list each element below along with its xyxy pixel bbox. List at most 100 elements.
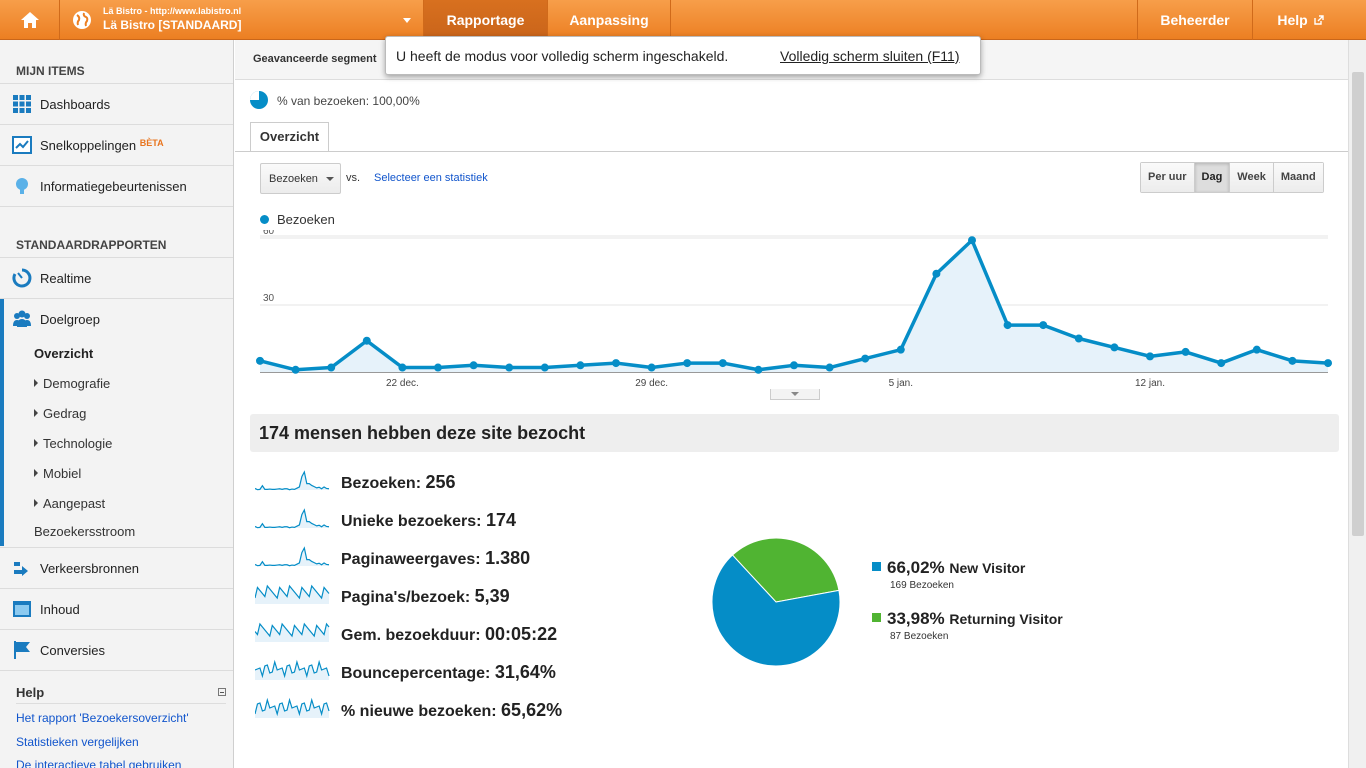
home-button[interactable]	[0, 0, 60, 40]
area-fill	[260, 240, 1328, 372]
data-point[interactable]	[1074, 334, 1083, 343]
data-point[interactable]	[1288, 356, 1297, 365]
sidebar-sub-technologie[interactable]: Technologie	[34, 436, 112, 451]
sparkline-area	[255, 700, 329, 718]
sparkline[interactable]	[255, 696, 331, 722]
data-point[interactable]	[790, 361, 798, 370]
period-per-uur[interactable]: Per uur	[1141, 163, 1195, 192]
sidebar-sub-mobiel[interactable]: Mobiel	[34, 466, 81, 481]
data-point[interactable]	[647, 363, 656, 372]
pie-slice[interactable]	[731, 537, 840, 603]
help-link[interactable]: Help	[1253, 0, 1348, 40]
sidebar-item-inhoud[interactable]: Inhoud	[0, 588, 233, 629]
sidebar-sub-overzicht[interactable]: Overzicht	[34, 346, 94, 361]
data-point[interactable]	[932, 269, 941, 278]
tab-aanpassing[interactable]: Aanpassing	[569, 12, 649, 28]
data-point[interactable]	[540, 363, 549, 372]
exit-fullscreen-link[interactable]: Volledig scherm sluiten (F11)	[780, 48, 960, 64]
data-point[interactable]	[291, 365, 300, 374]
data-point[interactable]	[1039, 321, 1048, 330]
sidebar-item-snelkoppelingen[interactable]: Snelkoppelingen BÈTA	[0, 124, 233, 165]
pie-visits: 169 Bezoeken	[890, 580, 954, 591]
sidebar-item-verkeersbronnen[interactable]: Verkeersbronnen	[0, 547, 233, 588]
sidebar-item-informatiegebeurtenissen[interactable]: Informatiegebeurtenissen	[0, 165, 233, 206]
sidebar-item-dashboards[interactable]: Dashboards	[0, 83, 233, 124]
data-point[interactable]	[398, 363, 407, 372]
pie-slice[interactable]	[711, 554, 841, 667]
data-point[interactable]	[968, 236, 976, 245]
data-point[interactable]	[1181, 347, 1190, 356]
scrollbar-thumb[interactable]	[1352, 72, 1364, 536]
advanced-segments-button[interactable]: Geavanceerde segment	[253, 53, 377, 65]
data-point[interactable]	[1324, 359, 1332, 368]
sparkline-line	[255, 584, 330, 600]
account-selector[interactable]: Lä Bistro - http://www.labistro.nl Lä Bi…	[60, 0, 424, 40]
period-week[interactable]: Week	[1230, 163, 1274, 192]
data-point[interactable]	[861, 354, 870, 363]
sidebar-item-label: Doelgroep	[40, 312, 100, 327]
data-point[interactable]	[1252, 345, 1261, 354]
metric-name: Pagina's/bezoek:	[341, 589, 475, 606]
x-tick-label: 29 dec.	[635, 378, 668, 389]
help-link-tabel[interactable]: De interactieve tabel gebruiken	[16, 758, 182, 768]
data-point[interactable]	[825, 363, 834, 372]
tab-rapportage[interactable]: Rapportage	[424, 0, 547, 40]
top-bar: Lä Bistro - http://www.labistro.nl Lä Bi…	[0, 0, 1366, 40]
data-point[interactable]	[469, 361, 478, 370]
data-point[interactable]	[505, 363, 514, 372]
sidebar-item-realtime[interactable]: Realtime	[0, 257, 233, 298]
sidebar-item-doelgroep[interactable]: Doelgroep	[0, 298, 233, 339]
collapse-help-icon[interactable]	[218, 688, 226, 696]
data-point[interactable]	[896, 345, 905, 354]
period-dag[interactable]: Dag	[1194, 163, 1231, 192]
sparkline[interactable]	[255, 658, 331, 684]
sparkline[interactable]	[255, 506, 331, 532]
visits-line-chart[interactable]: 30 60 22 dec. 29 dec. 5 jan. 12 jan.	[235, 230, 1348, 400]
beheerder-link[interactable]: Beheerder	[1160, 12, 1230, 28]
percent-visits-label: % van bezoeken: 100,00%	[277, 94, 420, 108]
data-point[interactable]	[1217, 359, 1226, 368]
data-point[interactable]	[327, 363, 336, 372]
pie-series-name: Returning Visitor	[949, 611, 1063, 627]
sparkline[interactable]	[255, 620, 331, 646]
sidebar-item-conversies[interactable]: Conversies	[0, 629, 233, 670]
data-point[interactable]	[754, 365, 763, 374]
sidebar-sub-gedrag[interactable]: Gedrag	[34, 406, 86, 421]
data-point[interactable]	[434, 363, 442, 372]
tab-overzicht[interactable]: Overzicht	[250, 122, 329, 152]
metric-name: Unieke bezoekers:	[341, 513, 486, 530]
scrollbar[interactable]	[1348, 40, 1366, 768]
snelkoppelingen-label: Snelkoppelingen	[40, 138, 137, 153]
sidebar-item-label: Verkeersbronnen	[40, 561, 140, 576]
collapse-chart-button[interactable]	[770, 389, 820, 400]
data-point[interactable]	[718, 359, 727, 368]
data-point[interactable]	[1110, 343, 1119, 352]
sidebar-sub-bezoekersstroom[interactable]: Bezoekersstroom	[34, 524, 136, 539]
help-link-vergelijken[interactable]: Statistieken vergelijken	[16, 735, 139, 749]
pie-visits: 87 Bezoeken	[890, 631, 949, 642]
help-link-rapport[interactable]: Het rapport 'Bezoekersoverzicht'	[16, 711, 189, 725]
data-point[interactable]	[612, 359, 620, 368]
metric-value: 65,62%	[501, 700, 563, 720]
sparkline-area	[255, 586, 329, 604]
sub-label: Technologie	[43, 436, 113, 451]
data-point[interactable]	[256, 356, 264, 365]
select-statistic-link[interactable]: Selecteer een statistiek	[374, 172, 488, 184]
sparkline[interactable]	[255, 582, 331, 608]
data-point[interactable]	[362, 336, 371, 345]
data-point[interactable]	[1146, 352, 1154, 361]
sparkline[interactable]	[255, 468, 331, 494]
data-point[interactable]	[1003, 321, 1012, 330]
metric-label: Gem. bezoekduur: 00:05:22	[341, 624, 557, 645]
sidebar-sub-demografie[interactable]: Demografie	[34, 376, 110, 391]
sidebar-item-label: Dashboards	[40, 97, 111, 112]
metric-dropdown[interactable]: Bezoeken	[260, 163, 341, 194]
summary-title: 174 mensen hebben deze site bezocht	[259, 423, 586, 443]
data-point[interactable]	[683, 359, 692, 368]
sparkline[interactable]	[255, 544, 331, 570]
period-maand[interactable]: Maand	[1273, 163, 1323, 192]
section-mijn-items: MIJN ITEMS	[16, 64, 85, 78]
sidebar-sub-aangepast[interactable]: Aangepast	[34, 496, 105, 511]
visitor-pie-chart[interactable]	[710, 536, 842, 668]
data-point[interactable]	[576, 361, 585, 370]
